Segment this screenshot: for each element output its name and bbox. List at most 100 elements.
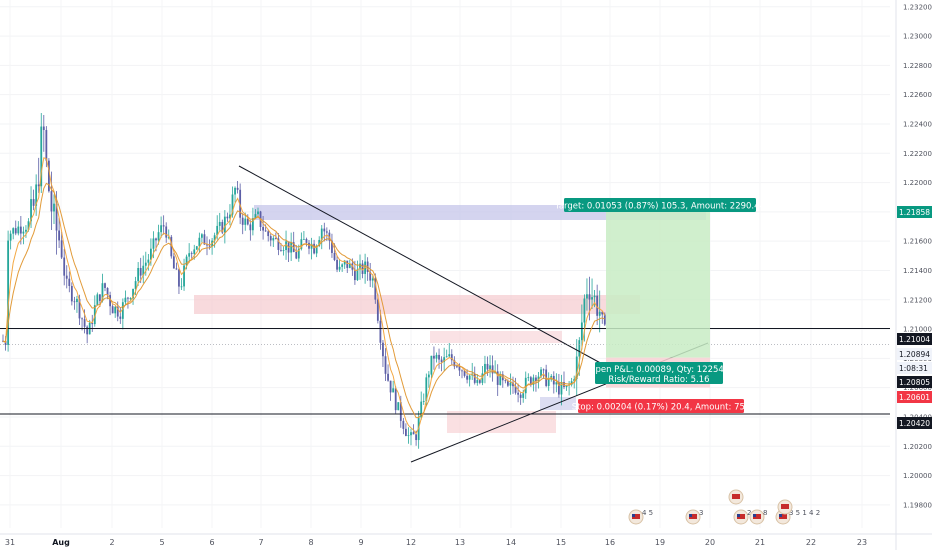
candle-body bbox=[392, 388, 395, 393]
candle-body bbox=[27, 221, 30, 230]
candle-body bbox=[405, 428, 407, 436]
economic-event-marker[interactable] bbox=[777, 499, 793, 515]
candle-body bbox=[394, 388, 397, 411]
candle-body bbox=[435, 354, 438, 359]
stop-label[interactable]: Stop: 0.00204 (0.17%) 20.4, Amount: 750 bbox=[572, 399, 751, 413]
price-tag-background bbox=[897, 376, 932, 388]
candle-body bbox=[206, 244, 208, 246]
target-zone[interactable] bbox=[606, 203, 710, 358]
candle-body bbox=[532, 377, 535, 385]
candle-body bbox=[527, 377, 530, 379]
candle-body bbox=[165, 226, 168, 238]
candle-body bbox=[476, 380, 479, 383]
candle-body bbox=[172, 256, 175, 269]
candle-body bbox=[402, 420, 405, 429]
candle-body bbox=[588, 294, 591, 300]
candle-layer bbox=[2, 113, 606, 449]
candle-body bbox=[229, 214, 231, 219]
supply-zone-small[interactable] bbox=[430, 331, 562, 343]
candle-body bbox=[167, 236, 170, 238]
candle-body bbox=[496, 371, 499, 385]
y-tick-label: 1.22800 bbox=[903, 62, 932, 70]
candle-body bbox=[433, 355, 435, 359]
flag-icon-canton bbox=[737, 514, 740, 517]
price-tag-value: 1.20601 bbox=[899, 393, 930, 402]
economic-event-marker[interactable]: 2 bbox=[733, 509, 751, 525]
candle-body bbox=[578, 340, 581, 357]
candle-body bbox=[25, 229, 27, 232]
x-tick-label: 16 bbox=[605, 538, 615, 547]
candle-body bbox=[9, 233, 12, 241]
supply-zone[interactable] bbox=[194, 295, 640, 314]
candle-body bbox=[4, 340, 7, 345]
candle-body bbox=[236, 187, 239, 190]
candle-body bbox=[285, 241, 287, 251]
candle-body bbox=[109, 295, 111, 307]
event-marker-layer[interactable]: 4 5 3 2 8 3 5 1 4 2 bbox=[628, 489, 820, 525]
candle-body bbox=[514, 386, 517, 393]
y-tick-label: 1.23000 bbox=[903, 33, 932, 41]
y-tick-label: 1.19800 bbox=[903, 501, 932, 509]
candle-body bbox=[542, 369, 545, 371]
event-count-label: 2 bbox=[747, 509, 751, 517]
event-count-label: 4 5 bbox=[642, 509, 653, 517]
stop-label-text: Stop: 0.00204 (0.17%) 20.4, Amount: 750 bbox=[572, 403, 751, 413]
candle-body bbox=[175, 268, 178, 270]
candle-body bbox=[221, 221, 224, 233]
candle-body bbox=[596, 295, 599, 316]
x-tick-label: 23 bbox=[857, 538, 867, 547]
position-tool-layer[interactable]: Target: 0.01053 (0.87%) 105.3, Amount: 2… bbox=[554, 198, 765, 413]
economic-event-marker[interactable]: 3 bbox=[685, 509, 703, 525]
y-tick-label: 1.22400 bbox=[903, 120, 932, 128]
candle-body bbox=[157, 232, 160, 241]
candle-body bbox=[280, 249, 282, 251]
candle-body bbox=[484, 363, 486, 374]
candle-body bbox=[48, 160, 50, 192]
economic-event-marker[interactable]: 4 5 bbox=[628, 509, 653, 525]
candle-body bbox=[382, 342, 384, 357]
candle-body bbox=[573, 379, 576, 382]
target-label[interactable]: Target: 0.01053 (0.87%) 105.3, Amount: 2… bbox=[554, 198, 765, 212]
candle-body bbox=[591, 297, 593, 300]
candle-body bbox=[303, 239, 305, 240]
candle-body bbox=[111, 306, 114, 314]
candle-body bbox=[234, 187, 236, 195]
candle-body bbox=[178, 269, 180, 287]
candle-body bbox=[267, 231, 270, 237]
candle-body bbox=[555, 382, 558, 385]
candle-body bbox=[376, 299, 379, 321]
candle-body bbox=[180, 286, 183, 288]
candle-body bbox=[127, 297, 129, 299]
candle-body bbox=[213, 235, 216, 241]
candle-body bbox=[499, 374, 502, 385]
candle-body bbox=[152, 238, 155, 249]
candle-body bbox=[241, 217, 244, 225]
flag-icon-stripe bbox=[689, 514, 697, 519]
candle-body bbox=[458, 366, 461, 371]
economic-event-marker[interactable] bbox=[728, 489, 744, 505]
price-tag: 1:08:31 bbox=[897, 362, 932, 374]
y-tick-label: 1.23200 bbox=[903, 3, 932, 11]
candle-body bbox=[244, 218, 247, 225]
moving-average-layer bbox=[2, 157, 606, 435]
candle-body bbox=[356, 269, 359, 281]
descending-trendline[interactable] bbox=[238, 165, 607, 367]
x-tick-label: 14 bbox=[506, 538, 516, 547]
x-tick-label: 21 bbox=[755, 538, 765, 547]
open-pnl-label[interactable]: Open P&L: 0.00089, Qty: 122549Risk/Rewar… bbox=[589, 362, 729, 385]
economic-event-marker[interactable]: 8 bbox=[749, 509, 767, 525]
candle-body bbox=[58, 230, 60, 241]
candle-body bbox=[193, 249, 196, 254]
candle-body bbox=[399, 402, 402, 421]
demand-zone[interactable] bbox=[447, 411, 556, 433]
candle-body bbox=[81, 318, 83, 320]
candle-body bbox=[269, 236, 272, 241]
candle-body bbox=[384, 356, 387, 374]
candle-body bbox=[104, 283, 106, 288]
candle-body bbox=[292, 242, 295, 253]
candle-body bbox=[78, 298, 81, 319]
candle-body bbox=[50, 191, 53, 212]
candle-body bbox=[134, 281, 137, 289]
candle-body bbox=[53, 203, 55, 212]
